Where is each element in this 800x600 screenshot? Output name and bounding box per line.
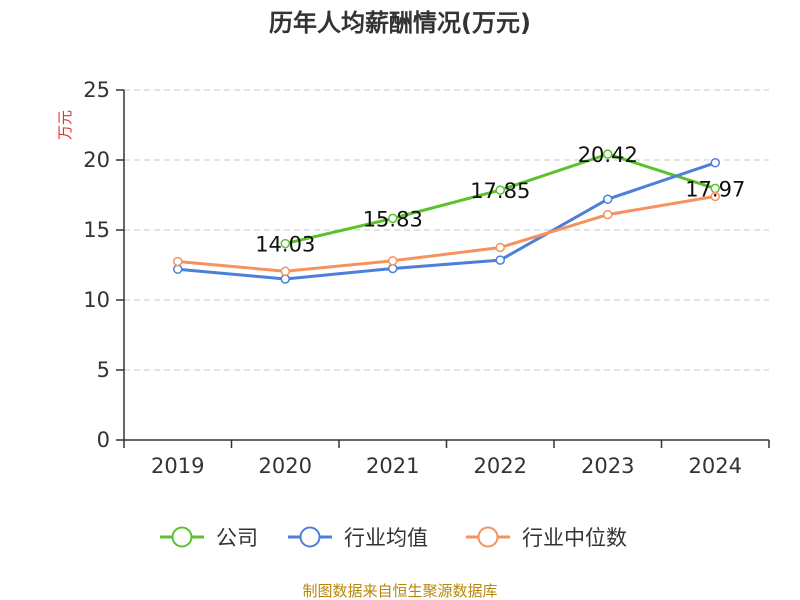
data-label: 17.85	[470, 179, 530, 203]
data-label: 14.03	[255, 233, 315, 257]
legend-item-2[interactable]: 行业中位数	[466, 526, 627, 550]
gridlines	[124, 89, 769, 371]
data-label: 17.97	[685, 177, 745, 201]
x-tick-label: 2021	[366, 454, 419, 478]
legend-marker	[171, 526, 193, 548]
data-point[interactable]	[388, 213, 398, 224]
data-point[interactable]	[495, 242, 505, 253]
series-line-2	[177, 194, 716, 273]
legend-label: 行业均值	[344, 526, 428, 550]
series-line-1	[177, 161, 716, 281]
data-point[interactable]	[603, 149, 613, 159]
axes: 0 5 10 15 20 25 2019 2020 2021 2022 2023 2024	[83, 78, 770, 478]
data-point[interactable]	[280, 266, 290, 277]
data-point[interactable]	[173, 256, 183, 267]
legend-label: 行业中位数	[522, 526, 627, 550]
x-tick-label: 2024	[689, 454, 742, 478]
y-tick-label: 5	[97, 358, 110, 382]
data-point[interactable]	[280, 274, 290, 284]
y-tick-label: 15	[83, 218, 110, 242]
y-tick-label: 0	[97, 428, 110, 452]
series	[173, 149, 720, 284]
data-point[interactable]	[495, 255, 505, 265]
y-tick-label: 10	[83, 288, 110, 312]
data-point[interactable]	[710, 158, 720, 168]
x-tick-label: 2023	[581, 454, 634, 478]
data-label: 15.83	[363, 207, 423, 231]
x-tick-label: 2019	[151, 454, 204, 478]
y-axis-label: 万元	[56, 110, 74, 140]
data-point[interactable]	[495, 185, 505, 195]
source-note: 制图数据来自恒生聚源数据库	[302, 582, 497, 600]
data-labels: 14.03 15.83 17.85 20.42 17.97	[255, 143, 745, 256]
legend-item-0[interactable]: 公司	[160, 526, 258, 550]
legend-marker	[299, 526, 321, 548]
x-tick-label: 2022	[474, 454, 527, 478]
legend-label: 公司	[216, 526, 258, 550]
data-point[interactable]	[388, 256, 398, 266]
legend-item-1[interactable]: 行业均值	[288, 526, 428, 550]
data-point[interactable]	[173, 264, 183, 274]
legend[interactable]: 公司 行业均值 行业中位数	[160, 526, 627, 550]
data-point[interactable]	[280, 238, 290, 249]
legend-marker	[477, 526, 499, 548]
data-point[interactable]	[388, 263, 398, 274]
data-point[interactable]	[603, 209, 613, 220]
y-tick-label: 25	[83, 78, 110, 102]
data-label: 20.42	[578, 143, 638, 167]
y-tick-label: 20	[83, 148, 110, 172]
data-point[interactable]	[603, 194, 613, 204]
data-point[interactable]	[710, 191, 720, 202]
x-tick-label: 2020	[259, 454, 312, 478]
chart-title: 历年人均薪酬情况(万元)	[269, 9, 531, 37]
